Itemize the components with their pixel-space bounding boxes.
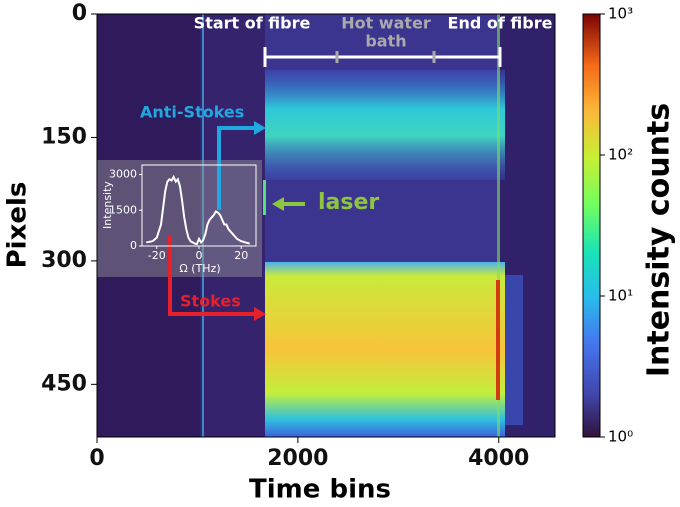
annotation: bath <box>365 32 406 51</box>
y-axis-label: Pixels <box>3 182 33 269</box>
laser-arrow <box>272 197 305 211</box>
y-tick-label: 450 <box>41 371 87 396</box>
y-tick-label: 150 <box>41 124 87 149</box>
x-tick-label: 4000 <box>468 446 529 471</box>
bath-bracket <box>263 47 502 67</box>
colorbar-tick-label: 10⁰ <box>608 428 633 446</box>
annotation: Stokes <box>180 292 241 311</box>
colorbar-label: Intensity counts <box>642 103 677 377</box>
inset-x-label: Ω (THz) <box>179 262 220 275</box>
annotation: Hot water <box>341 14 431 33</box>
y-tick-label: 0 <box>72 1 87 26</box>
colorbar-tick-label: 10¹ <box>608 287 633 305</box>
y-tick-label: 300 <box>41 248 87 273</box>
plot-frame <box>96 13 556 438</box>
inset-line <box>146 174 250 246</box>
inset-x-tick-label: 20 <box>234 249 248 262</box>
anti-stokes-arrow <box>217 121 266 210</box>
x-axis-label: Time bins <box>249 475 391 504</box>
x-tick-label: 2000 <box>267 446 328 471</box>
inset-y-tick-label: 0 <box>130 239 137 252</box>
annotation: End of fibre <box>448 14 553 33</box>
stokes-arrow <box>168 235 266 321</box>
annotation: Anti-Stokes <box>140 103 244 122</box>
annotation: Start of fibre <box>194 14 311 33</box>
colorbar-tick-label: 10² <box>608 146 633 164</box>
colorbar-tick-label: 10³ <box>608 5 633 23</box>
heatmap-image <box>97 14 555 437</box>
inset-y-tick-label: 1500 <box>109 203 137 216</box>
colorbar <box>582 13 601 438</box>
x-tick-label: 0 <box>89 446 104 471</box>
inset-y-label: Intensity <box>101 181 114 229</box>
inset-x-tick-label: 0 <box>196 249 203 262</box>
inset-background <box>97 160 262 277</box>
inset-y-tick-label: 3000 <box>109 168 137 181</box>
annotation: laser <box>318 190 379 215</box>
inset-x-tick-label: -20 <box>148 249 166 262</box>
